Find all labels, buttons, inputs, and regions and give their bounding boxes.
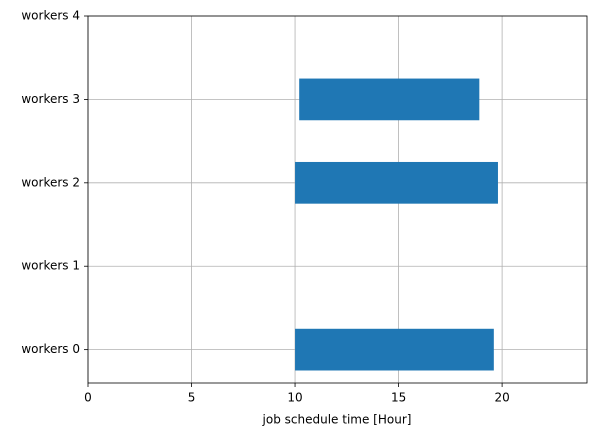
y-tick-label: workers 1	[21, 259, 80, 273]
y-tick-label: workers 2	[21, 175, 80, 189]
bar	[295, 161, 498, 204]
x-tick-label: 20	[494, 391, 509, 405]
x-axis-label: job schedule time [Hour]	[262, 413, 412, 427]
y-tick-label: workers 4	[21, 9, 80, 23]
x-tick-label: 5	[188, 391, 196, 405]
y-tick-label: workers 0	[21, 342, 80, 356]
x-tick-label: 10	[287, 391, 302, 405]
bar	[295, 328, 494, 371]
bar	[299, 78, 480, 121]
plot-frame	[87, 15, 588, 384]
y-tick-label: workers 3	[21, 92, 80, 106]
x-tick-label: 15	[391, 391, 406, 405]
x-tick-label: 0	[84, 391, 92, 405]
